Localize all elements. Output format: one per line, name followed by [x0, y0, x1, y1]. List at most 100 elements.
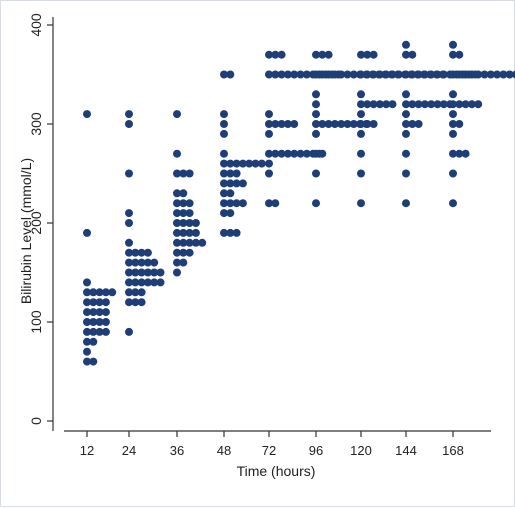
y-tick-label: 400 [28, 13, 44, 37]
data-point [220, 129, 228, 138]
data-point [185, 248, 194, 257]
data-point [402, 110, 410, 119]
data-point [238, 159, 247, 168]
data-point [137, 258, 146, 267]
data-point [512, 70, 515, 79]
data-point [220, 199, 228, 208]
data-point [461, 100, 470, 109]
data-point [394, 70, 403, 79]
x-axis-title: Time (hours) [237, 463, 316, 479]
data-point [324, 50, 333, 59]
y-axis-title: Bilirubin Level (mmol/L) [18, 158, 34, 304]
data-point [179, 248, 188, 257]
data-point [179, 169, 188, 178]
data-point [137, 298, 146, 307]
data-point [312, 110, 320, 119]
data-point [125, 298, 133, 307]
data-point [251, 159, 260, 168]
data-point [382, 100, 391, 109]
data-point [95, 327, 104, 336]
data-point [486, 70, 495, 79]
data-point [433, 100, 442, 109]
data-point [125, 327, 133, 336]
data-point [220, 110, 228, 119]
data-point [363, 50, 372, 59]
x-tick-label: 168 [442, 443, 464, 458]
data-point [156, 268, 165, 277]
data-point [131, 268, 140, 277]
data-point [312, 199, 320, 208]
data-point [402, 70, 410, 79]
data-point [89, 308, 98, 317]
data-point [173, 228, 181, 237]
data-point [408, 70, 417, 79]
data-point [220, 70, 228, 79]
data-point [143, 268, 152, 277]
data-point [137, 268, 146, 277]
data-point [125, 278, 133, 287]
data-point [220, 179, 228, 188]
data-point [101, 308, 110, 317]
data-point [220, 209, 228, 218]
data-point [238, 179, 247, 188]
data-point [402, 120, 410, 128]
data-point [402, 90, 410, 99]
data-point [137, 278, 146, 287]
data-point [455, 50, 464, 59]
data-point [173, 258, 181, 267]
data-point [173, 169, 181, 178]
data-point [265, 70, 273, 79]
data-point [173, 268, 181, 277]
data-point [277, 120, 286, 128]
data-point [312, 129, 320, 138]
data-point [245, 159, 254, 168]
data-point [357, 110, 365, 119]
data-point [357, 149, 365, 158]
data-point [232, 169, 241, 178]
data-point [125, 238, 133, 247]
data-point [474, 100, 483, 109]
data-point [402, 199, 410, 208]
data-point [283, 149, 292, 158]
data-point [427, 100, 436, 109]
y-tick-label: 300 [28, 112, 44, 136]
data-point [337, 70, 346, 79]
data-point [449, 110, 457, 119]
data-point [455, 149, 464, 158]
data-point [173, 199, 181, 208]
data-point [330, 120, 339, 128]
data-point [402, 50, 410, 59]
data-point [283, 120, 292, 128]
data-point [290, 70, 299, 79]
data-point [499, 70, 508, 79]
data-point [179, 219, 188, 227]
data-point [357, 169, 365, 178]
data-point [125, 248, 133, 257]
data-point [191, 228, 200, 237]
data-point [343, 120, 352, 128]
data-point [369, 50, 378, 59]
data-point [312, 50, 320, 59]
data-point [125, 258, 133, 267]
data-point [83, 318, 91, 326]
data-point [265, 199, 273, 208]
data-point [414, 70, 423, 79]
y-tick-label: 100 [28, 310, 44, 334]
data-point [439, 100, 448, 109]
data-point [402, 40, 410, 49]
data-point [131, 278, 140, 287]
data-point [150, 278, 159, 287]
data-point [296, 149, 305, 158]
data-point [363, 70, 372, 79]
data-point [198, 238, 207, 247]
data-point [220, 189, 228, 198]
data-point [449, 50, 457, 59]
data-point [173, 110, 181, 119]
data-point [449, 120, 457, 128]
data-point [474, 70, 483, 79]
data-point [449, 70, 457, 79]
data-point [271, 199, 280, 208]
data-point [455, 100, 464, 109]
